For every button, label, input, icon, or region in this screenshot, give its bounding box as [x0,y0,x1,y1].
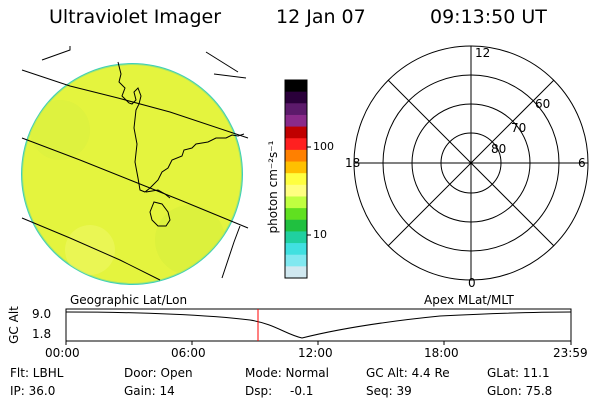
mlt-label-12: 12 [475,46,491,60]
colorbar-swatch [285,138,307,151]
colorbar-swatch [285,161,307,174]
polar-diag-2 [387,79,555,247]
colorbar-tick-label-100: 100 [313,140,334,153]
gain-info: Gain: 14 [124,384,175,398]
door-info: Door: Open [124,366,193,380]
uv-image-map [21,46,249,285]
colorbar-swatch [285,243,307,256]
altitude-timeline [65,308,572,345]
colorbar-swatch [285,208,307,221]
mlt-label-18: 18 [345,156,361,170]
x-tick-label-3: 18:00 [424,346,459,360]
colorbar-swatches [285,80,307,279]
lat-label-60: 60 [535,97,551,111]
x-tick-label-2: 12:00 [298,346,333,360]
colorbar-tick-label-10: 10 [313,228,327,241]
seq-info: Seq: 39 [366,384,412,398]
colorbar-swatch [285,91,307,104]
colorbar [284,79,311,279]
timeline-y-tick-max: 9.0 [32,307,52,321]
time-label: 09:13:50 UT [430,6,547,28]
timeline-y-tick-min: 1.8 [32,327,52,341]
colorbar-swatch [285,219,307,233]
colorbar-swatch [285,114,307,128]
colorbar-unit-label: photon cm⁻²s⁻¹ [266,140,280,234]
uv-emission-texture [22,64,242,284]
ip-info: IP: 36.0 [10,384,56,398]
colorbar-swatch [285,254,307,267]
colorbar-swatch [285,231,307,244]
app-title: Ultraviolet Imager [49,6,222,28]
colorbar-swatch [285,103,307,116]
altitude-curve [65,311,572,339]
colorbar-swatch [285,149,307,163]
timeline-right-title: Apex MLat/MLT [424,293,514,307]
colorbar-frame [284,79,308,279]
lat-label-70: 70 [511,121,527,135]
filter-info: Flt: LBHL [10,366,64,380]
colorbar-swatch [285,173,307,186]
colorbar-swatch [285,266,307,279]
glat-info: GLat: 11.1 [487,366,550,380]
x-tick-label-0: 00:00 [45,346,80,360]
polar-mlt-plot [353,45,589,281]
colorbar-swatch [285,196,307,209]
dsp-label: Dsp: [245,384,273,398]
colorbar-swatch [285,80,307,93]
timeline-y-axis-label: GC Alt [7,306,21,344]
date-label: 12 Jan 07 [276,6,366,28]
mlt-label-0: 0 [468,276,476,290]
colorbar-swatch [285,126,307,139]
x-tick-label-1: 06:00 [171,346,206,360]
gc-alt-info: GC Alt: 4.4 Re [366,366,450,380]
x-tick-label-4: 23:59 [553,346,588,360]
mode-info: Mode: Normal [245,366,329,380]
mlt-label-6: 6 [578,156,586,170]
lat-lon-grid [21,46,249,281]
lat-label-80: 80 [491,142,507,156]
timeline-left-title: Geographic Lat/Lon [70,293,188,307]
dsp-value: -0.1 [290,384,314,398]
colorbar-swatch [285,184,307,198]
glon-info: GLon: 75.8 [487,384,553,398]
